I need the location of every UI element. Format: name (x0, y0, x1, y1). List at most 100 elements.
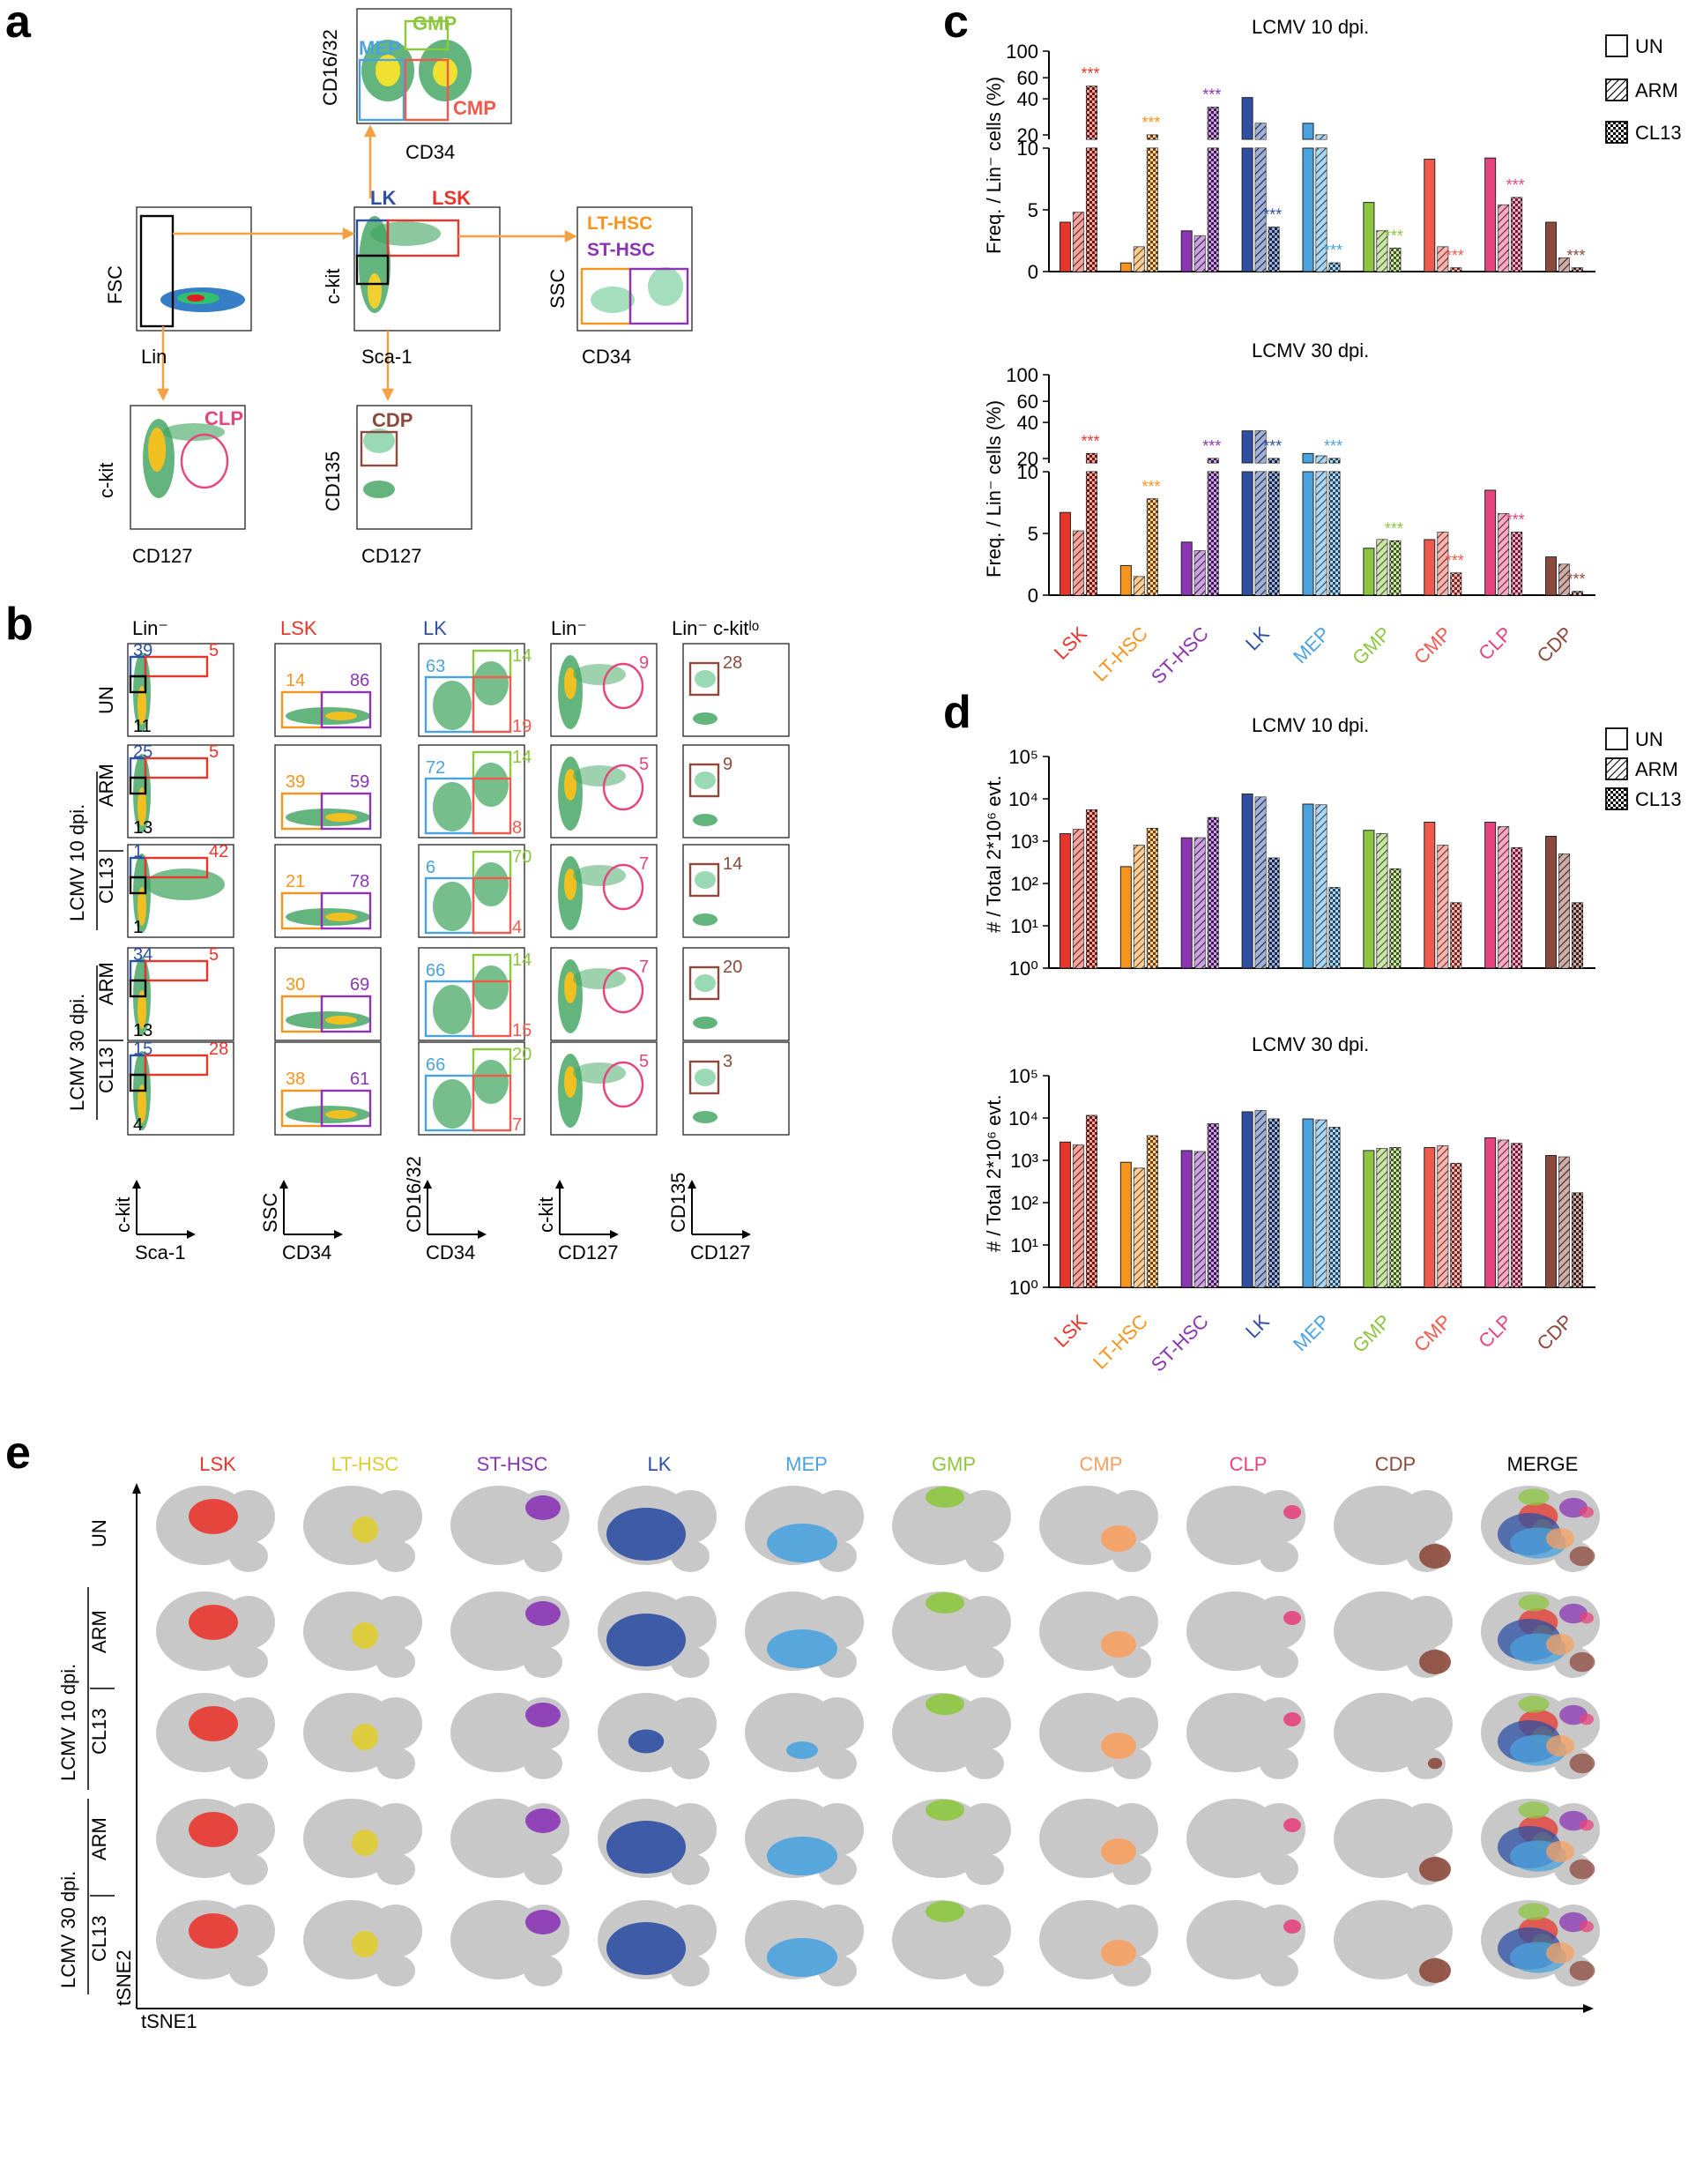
tsne-plot-r3-c2 (303, 1693, 422, 1779)
plot-cdp (356, 405, 472, 530)
col-header-3: LK (423, 617, 447, 639)
tsne-plot-r2-c6 (892, 1591, 1011, 1678)
pct-ckit-lo: 4 (133, 1115, 143, 1135)
pct-lk: 39 (133, 641, 152, 660)
tsne-plot-r1-c7 (1039, 1486, 1158, 1572)
pct-lsk: 5 (209, 641, 219, 660)
count-tick: 10³ (1010, 831, 1038, 853)
tsne-plot-r3-c6 (892, 1693, 1011, 1779)
count-bar (1545, 1155, 1558, 1288)
freq-category: LSK (1050, 622, 1091, 664)
freq-bar (1363, 548, 1375, 596)
pct-cmp: 19 (512, 717, 532, 736)
tsne-plot-r4-c8 (1186, 1799, 1305, 1885)
freq-tick: 10 (1017, 461, 1038, 483)
tsne-row-label: ARM (88, 1610, 110, 1653)
tsne-col-header: CDP (1375, 1453, 1416, 1475)
tsne-col-header: MEP (785, 1453, 828, 1475)
gate-st-hsc (628, 267, 689, 325)
legend-c-un: UN (1635, 35, 1663, 57)
facs-plot-r1-c1: 39 5 11 (127, 641, 234, 737)
axis-x-p5: CD127 (132, 545, 192, 567)
tsne-plot-r2-c3 (450, 1591, 569, 1678)
count-tick: 10⁵ (1008, 746, 1038, 768)
count-tick: 10⁴ (1008, 1107, 1038, 1129)
tsne-plot-r5-c6 (892, 1900, 1011, 1986)
count-bar (1302, 803, 1314, 969)
freq-bar-upper (1302, 123, 1314, 140)
freq-bar (1059, 221, 1071, 272)
pct-lk: 34 (133, 945, 152, 965)
pct-lt-hsc: 14 (286, 671, 305, 690)
signif-mark: *** (1446, 247, 1464, 265)
count-category: CLP (1474, 1310, 1516, 1353)
freq-category: CDP (1533, 622, 1578, 667)
facs-plot-r4-c2: 30 69 (274, 947, 382, 1041)
pct-st-hsc: 61 (350, 1070, 369, 1089)
tsne-col-header: GMP (932, 1453, 976, 1475)
pct-gmp: 14 (512, 950, 532, 970)
b-axis-y-2: SSC (259, 1193, 281, 1233)
freq-bar (1180, 541, 1193, 596)
tsne-plot-r3-c3 (450, 1693, 569, 1779)
gate-lsk (386, 219, 460, 257)
signif-mark: *** (1506, 176, 1525, 194)
count-tick: 10³ (1010, 1150, 1038, 1172)
tsne-x-axis: tSNE1 (141, 2010, 197, 2032)
freq-category: LK (1241, 622, 1274, 655)
facs-plot-r1-c3: 63 14 19 (418, 643, 532, 737)
b-axis-y-4: c-kit (535, 1197, 557, 1233)
pct-ckit-lo: 11 (133, 717, 152, 736)
pct-clp: 5 (639, 1052, 649, 1071)
axis-y-p1: CD16/32 (319, 29, 341, 106)
label-st-hsc: ST-HSC (587, 240, 655, 260)
tsne-plot-r5-c8 (1186, 1900, 1305, 1986)
freq-category: CMP (1409, 622, 1455, 668)
legend-d: UN ARM CL13 (1605, 727, 1682, 810)
legend-d-cl13: CL13 (1635, 788, 1682, 810)
count-bar (1484, 822, 1497, 969)
count-bar (1363, 830, 1375, 969)
tsne-plot-r5-c10 (1481, 1900, 1600, 1986)
label-cmp: CMP (453, 97, 496, 119)
pct-lsk: 42 (209, 842, 228, 861)
tsne-col-header: LSK (199, 1453, 236, 1475)
tsne-y-axis: tSNE2 (113, 1949, 135, 2006)
count-bar (1180, 1150, 1193, 1288)
pct-cdp: 14 (723, 854, 742, 874)
pct-gmp: 70 (512, 847, 532, 867)
count-tick: 10⁴ (1008, 788, 1038, 810)
count-bar (1302, 1118, 1314, 1288)
tsne-plot-r5-c2 (303, 1900, 422, 1986)
facs-plot-r2-c5: 9 (682, 744, 790, 839)
facs-plot-r1-c5: 28 (682, 643, 790, 737)
pct-lsk: 5 (209, 945, 219, 965)
signif-mark: *** (1324, 437, 1342, 455)
freq-category: LT-HSC (1089, 622, 1152, 686)
tsne-plot-r4-c7 (1039, 1799, 1158, 1885)
pct-clp: 5 (639, 755, 649, 774)
tsne-col-header: LK (648, 1453, 672, 1475)
signif-mark: *** (1081, 65, 1099, 83)
tsne-plot-r1-c10 (1481, 1486, 1600, 1572)
b-axis-x-1: Sca-1 (135, 1241, 185, 1263)
tsne-plot-r5-c9 (1334, 1900, 1453, 1986)
count-chart-1: LCMV 10 dpi. 10⁵ 10⁴ 10³ 10² 10¹ 10⁰ # / Total … (983, 714, 1595, 980)
gate-clp (180, 433, 229, 489)
facs-plot-r3-c1: 1 42 1 (127, 842, 234, 938)
pct-cmp: 7 (512, 1115, 522, 1135)
count-category: ST-HSC (1147, 1310, 1213, 1376)
facs-plot-r5-c1: 15 28 4 (127, 1040, 234, 1136)
tsne-plot-r5-c7 (1039, 1900, 1158, 1986)
count-bar (1545, 836, 1558, 969)
freq-tick: 0 (1028, 261, 1038, 283)
label-lk: LK (370, 187, 396, 209)
pct-st-hsc: 86 (350, 671, 369, 690)
count-category: LSK (1050, 1310, 1091, 1352)
pct-lt-hsc: 38 (286, 1070, 305, 1089)
gate-cmp (404, 58, 450, 122)
signif-mark: *** (1385, 227, 1403, 244)
freq-bar-upper (1302, 452, 1314, 464)
tsne-plot-r2-c7 (1039, 1591, 1158, 1678)
row-label-cl13-10: CL13 (95, 857, 117, 904)
